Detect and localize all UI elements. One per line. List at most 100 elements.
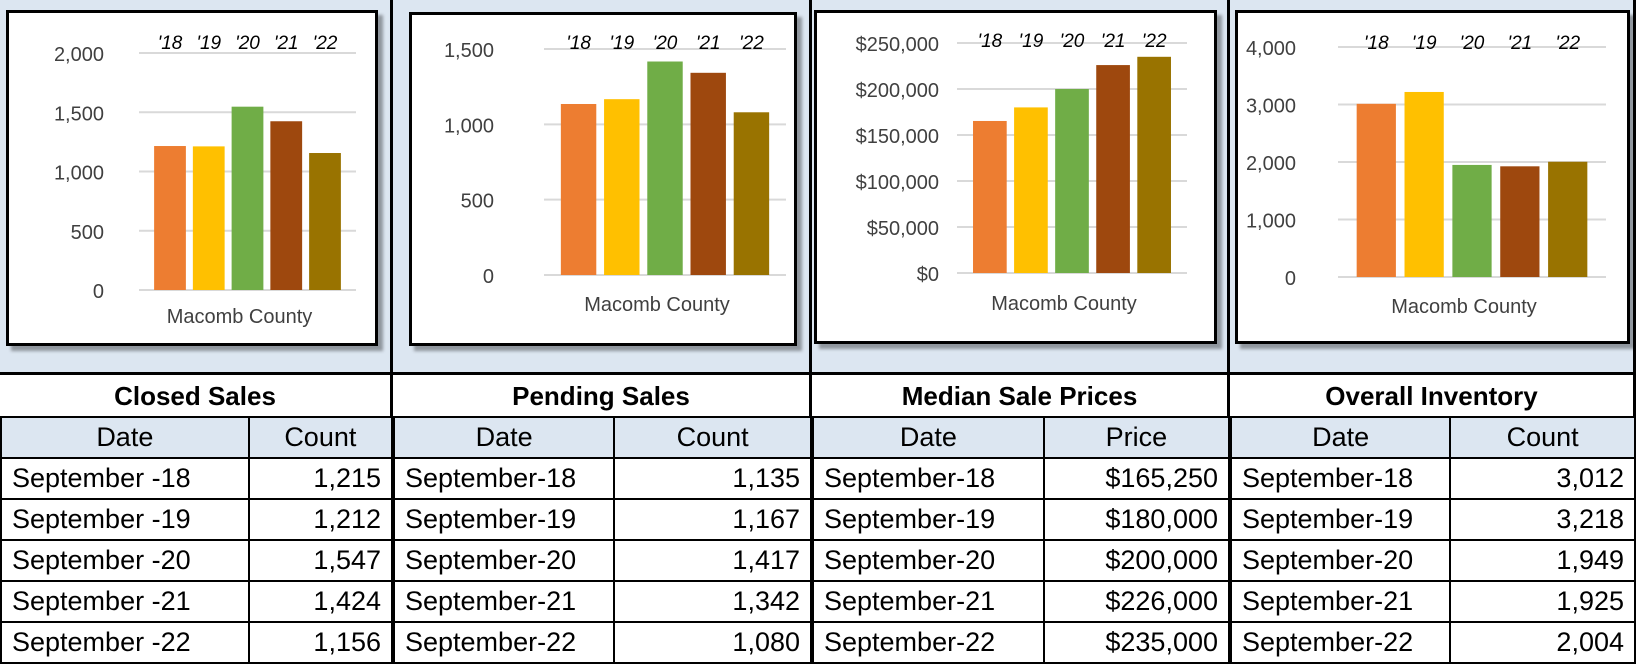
value-cell: 1,215 — [247, 457, 394, 500]
bar-18 — [1356, 103, 1396, 277]
date-cell: September-21 — [812, 580, 1045, 623]
category-label: '19 — [196, 33, 221, 54]
y-tick-label: 1,000 — [1246, 211, 1296, 233]
y-tick-label: 0 — [93, 281, 104, 303]
category-label: '18 — [1364, 33, 1389, 54]
value-cell: 1,547 — [247, 539, 394, 582]
bar-20 — [647, 61, 683, 275]
table-row: September-18 $165,250 — [812, 457, 1231, 500]
bar-21 — [1096, 65, 1130, 273]
category-label: '20 — [1060, 31, 1085, 52]
chart-box-4: 0 1,000 2,000 3,000 4,000 '18 '19 '20 '21 '22 Maco… — [1235, 10, 1630, 344]
date-cell: September-21 — [392, 580, 616, 623]
date-cell: September-20 — [812, 539, 1045, 582]
category-label: '22 — [313, 33, 338, 54]
y-tick-label: 1,500 — [54, 103, 104, 125]
bar-19 — [604, 99, 640, 275]
category-label: '20 — [653, 33, 678, 54]
y-tick-label: 500 — [71, 222, 104, 244]
value-cell: 1,156 — [247, 621, 394, 664]
date-cell: September-22 — [392, 621, 616, 664]
bar-19 — [1014, 107, 1048, 274]
date-cell: September-18 — [1229, 457, 1452, 500]
column-header: Count — [247, 416, 394, 459]
table-row: September-22 $235,000 — [812, 621, 1231, 664]
category-label: '21 — [274, 33, 299, 54]
column-header: Date — [0, 416, 250, 459]
bar-chart-1: 0 500 1,000 1,500 2,000 '18 '19 '20 '21 '22 Macomb… — [54, 33, 356, 328]
date-cell: September-20 — [1229, 539, 1452, 582]
column-header: Count — [1449, 416, 1636, 459]
y-tick-label: 4,000 — [1246, 38, 1296, 60]
date-cell: September -22 — [0, 621, 250, 664]
date-cell: September-22 — [812, 621, 1045, 664]
value-cell: 3,012 — [1449, 457, 1636, 500]
date-cell: September-21 — [1229, 580, 1452, 623]
value-cell: 1,080 — [613, 621, 812, 664]
category-label: '19 — [1019, 31, 1044, 52]
table-row: September-22 1,080 — [392, 621, 812, 664]
table-row: September -20 1,547 — [0, 539, 394, 582]
date-cell: September-19 — [392, 498, 616, 541]
bar-21 — [690, 72, 726, 275]
bar-19 — [192, 146, 225, 290]
table-row: September-21 1,925 — [1229, 580, 1636, 623]
table-row: September -19 1,212 — [0, 498, 394, 541]
value-cell: 1,417 — [613, 539, 812, 582]
table-row: September-20 $200,000 — [812, 539, 1231, 582]
column-header: Price — [1042, 416, 1231, 459]
category-label: '22 — [1555, 33, 1580, 54]
value-cell: $226,000 — [1042, 580, 1231, 623]
bar-20 — [1452, 164, 1492, 277]
category-label: '22 — [1142, 31, 1167, 52]
value-cell: $165,250 — [1042, 457, 1231, 500]
chart-panel-1: 0 500 1,000 1,500 2,000 '18 '19 '20 '21 '22 Macomb… — [0, 0, 393, 372]
category-label: '20 — [1460, 33, 1485, 54]
bar-20 — [1055, 89, 1089, 273]
y-tick-label: 1,500 — [444, 40, 494, 62]
value-cell: 1,212 — [247, 498, 394, 541]
y-tick-label: $200,000 — [856, 80, 939, 102]
chart-box-2: 0 500 1,000 1,500 '18 '19 '20 '21 '22 Macomb Coun… — [409, 12, 797, 346]
x-axis-label: Macomb County — [167, 306, 313, 328]
bar-chart-4: 0 1,000 2,000 3,000 4,000 '18 '19 '20 '21 '22 Maco… — [1246, 33, 1606, 318]
bar-21 — [1500, 166, 1540, 277]
y-tick-label: 500 — [461, 191, 494, 213]
y-tick-label: 0 — [1285, 268, 1296, 290]
category-label: '18 — [566, 33, 591, 54]
bar-22 — [733, 112, 770, 275]
value-cell: 1,167 — [613, 498, 812, 541]
bar-chart-3: $0 $50,000 $100,000 $150,000 $200,000 $250,00… — [856, 31, 1187, 315]
value-cell: 1,342 — [613, 580, 812, 623]
chart-panel-3: $0 $50,000 $100,000 $150,000 $200,000 $250,00… — [812, 0, 1230, 372]
date-cell: September -20 — [0, 539, 250, 582]
bar-19 — [1404, 91, 1444, 277]
y-tick-label: 1,000 — [54, 163, 104, 185]
table-row: September-19 3,218 — [1229, 498, 1636, 541]
bar-22 — [309, 153, 341, 290]
data-table: Date Price September-18 $165,250 September-1… — [812, 416, 1231, 664]
date-cell: September -21 — [0, 580, 250, 623]
table-header-row: Date Count — [1229, 416, 1636, 459]
bar-18 — [154, 146, 186, 290]
table-row: September-18 3,012 — [1229, 457, 1636, 500]
x-axis-label: Macomb County — [584, 294, 730, 316]
section-title: Median Sale Prices — [812, 372, 1230, 416]
data-table: Date Count September-18 1,135 September-19 1,… — [392, 416, 812, 664]
value-cell: 1,949 — [1449, 539, 1636, 582]
data-table: Date Count September -18 1,215 September -19… — [0, 416, 394, 664]
bar-20 — [231, 106, 264, 290]
bar-21 — [270, 121, 303, 290]
column-header: Date — [812, 416, 1045, 459]
x-axis-label: Macomb County — [1391, 296, 1537, 318]
table-row: September -22 1,156 — [0, 621, 394, 664]
table-row: September-19 $180,000 — [812, 498, 1231, 541]
value-cell: $235,000 — [1042, 621, 1231, 664]
table-row: September-19 1,167 — [392, 498, 812, 541]
y-tick-label: $0 — [917, 264, 939, 286]
category-label: '21 — [1507, 33, 1532, 54]
date-cell: September -18 — [0, 457, 250, 500]
value-cell: $200,000 — [1042, 539, 1231, 582]
y-tick-label: $100,000 — [856, 172, 939, 194]
date-cell: September-18 — [812, 457, 1045, 500]
